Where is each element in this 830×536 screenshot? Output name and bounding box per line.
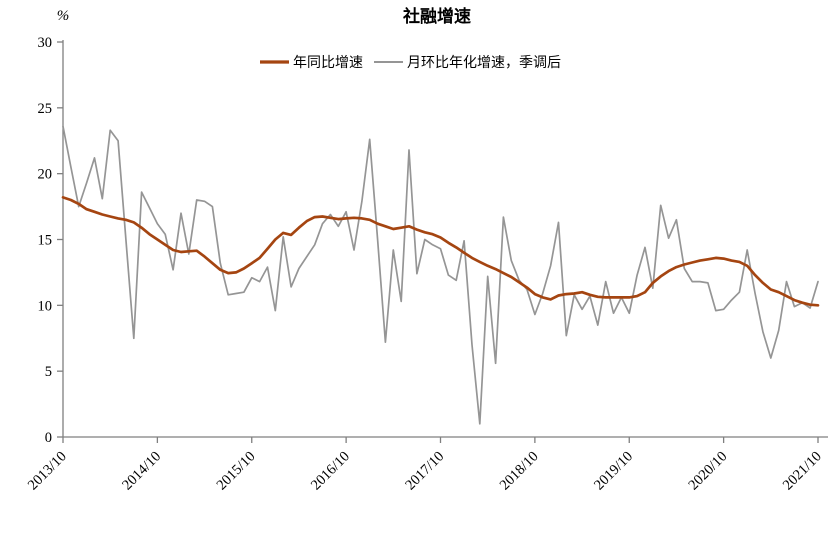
- x-tick-label: 2018/10: [497, 449, 542, 494]
- series-line-mom: [62, 125, 819, 425]
- x-tick-label: 2015/10: [214, 449, 259, 494]
- plot-lines: [61, 125, 820, 425]
- x-tick-label: 2013/10: [25, 449, 70, 494]
- legend: 年同比增速 月环比年化增速，季调后: [260, 55, 561, 71]
- x-tick-label: 2017/10: [402, 449, 447, 494]
- x-tick-label: 2016/10: [308, 449, 353, 494]
- y-tick-label: 5: [45, 364, 52, 380]
- x-tick-label: 2014/10: [119, 449, 164, 494]
- y-tick-label: 25: [38, 101, 53, 117]
- y-tick-label: 15: [38, 233, 53, 249]
- x-tick-label: 2020/10: [686, 449, 731, 494]
- y-tick-label: 30: [38, 35, 53, 51]
- x-tick-label: 2019/10: [591, 449, 636, 494]
- chart-title: 社融增速: [402, 6, 471, 26]
- legend-label-yoy: 年同比增速: [293, 55, 363, 71]
- legend-label-mom: 月环比年化增速，季调后: [407, 55, 561, 71]
- y-tick-label: 20: [38, 167, 53, 183]
- axes: 0 5 10 15 20 25 30 2013/10 2014/10 2015/10 2016/10…: [25, 35, 828, 493]
- series-line-yoy: [61, 196, 820, 307]
- x-tick-label: 2021/10: [780, 449, 825, 494]
- y-axis-unit: %: [57, 8, 70, 24]
- y-tick-label: 0: [45, 430, 52, 446]
- y-tick-label: 10: [38, 298, 53, 314]
